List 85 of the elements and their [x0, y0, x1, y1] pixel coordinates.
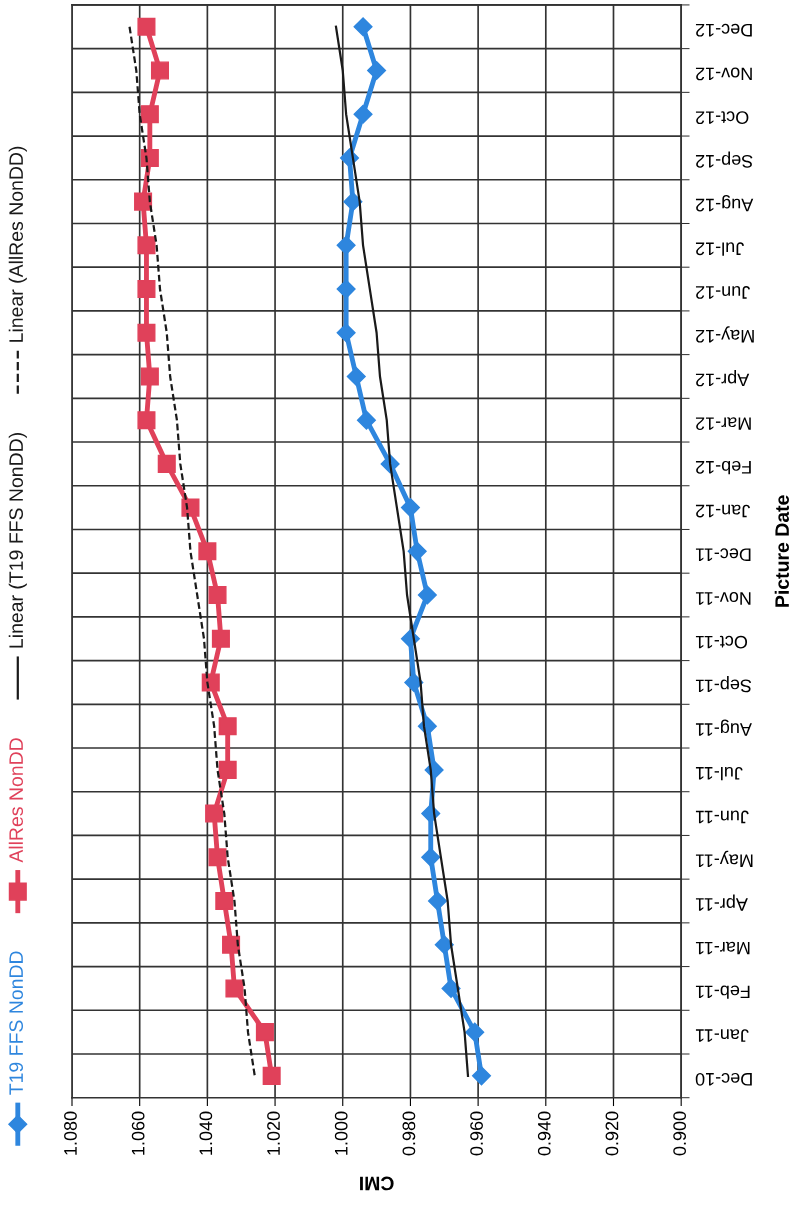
y-tick-label: Dec-10 [695, 1072, 752, 1086]
point [471, 1066, 492, 1086]
point [225, 979, 244, 998]
y-tick-label: Nov-12 [695, 67, 752, 81]
y-tick-label: Jan-11 [695, 1029, 749, 1042]
x-tick-label: 0.940 [537, 1111, 551, 1156]
point [465, 1022, 485, 1042]
point [137, 17, 156, 36]
point [434, 935, 454, 955]
point [336, 323, 356, 343]
y-tick-label: Jul-11 [695, 766, 743, 781]
point [356, 410, 376, 430]
point [140, 367, 159, 386]
point [353, 104, 373, 124]
y-tick-label: Apr-11 [695, 894, 748, 911]
y-tick-label: Apr-12 [695, 369, 750, 387]
point [137, 280, 156, 299]
y-tick-label: May-11 [695, 850, 753, 867]
point [137, 411, 156, 430]
x-tick-label: 1.080 [64, 1111, 77, 1155]
point [255, 1023, 274, 1042]
y-tick-label: Jun-12 [695, 286, 750, 299]
point [137, 236, 156, 255]
point [208, 586, 227, 605]
text: AllRes NonDD [8, 738, 24, 863]
text: Linear (T19 FFS NonDD) [8, 433, 27, 648]
point [218, 717, 237, 736]
y-tick-label: Oct-11 [695, 635, 748, 649]
point [181, 498, 200, 517]
y-tick-label: Feb-12 [695, 460, 751, 475]
point [134, 192, 153, 211]
y-tick-label: Aug-12 [695, 195, 754, 212]
point [157, 454, 176, 473]
y-tick-label: Jun-11 [695, 810, 749, 824]
point [404, 672, 424, 692]
x-tick-label: 1.040 [199, 1111, 213, 1155]
y-tick-label: Dec-12 [695, 23, 752, 37]
point [336, 235, 356, 255]
point [353, 17, 373, 37]
point [441, 978, 461, 998]
y-tick-label: Jul-12 [695, 242, 744, 256]
point [211, 629, 230, 648]
point [150, 61, 170, 80]
point [421, 847, 441, 867]
point [367, 60, 387, 81]
y-tick-label: Aug-11 [695, 719, 752, 736]
point [201, 673, 220, 692]
x-tick-label: 0.980 [402, 1111, 416, 1156]
point [137, 323, 156, 342]
y-tick-label: Sep-11 [695, 675, 752, 693]
point [205, 804, 224, 823]
y-tick-label: Mar-12 [695, 417, 751, 430]
point [262, 1066, 281, 1085]
point [336, 279, 356, 299]
point [222, 935, 241, 954]
point [140, 148, 159, 167]
x-tick-label: 1.000 [334, 1111, 348, 1155]
point [407, 541, 427, 561]
y-tick-label: May-12 [695, 326, 754, 343]
point [346, 366, 366, 387]
y-tick-label: Sep-12 [695, 151, 753, 168]
point [417, 585, 437, 605]
x-axis-title: CMI [360, 1176, 394, 1191]
text: Linear (AllRes NonDD) [8, 146, 27, 342]
point [215, 891, 234, 911]
y-tick-label: Oct-12 [695, 111, 749, 125]
x-tick-label: 0.960 [470, 1111, 483, 1156]
y-tick-label: Feb-11 [695, 985, 750, 999]
point [400, 498, 420, 518]
point [427, 891, 448, 911]
x-tick-label: 0.920 [605, 1111, 619, 1156]
x-tick-label: 1.020 [267, 1111, 280, 1155]
y-tick-label: Nov-11 [695, 592, 751, 605]
y-tick-label: Dec-11 [695, 548, 751, 561]
point [343, 192, 363, 212]
x-tick-label: 0.900 [673, 1111, 687, 1156]
y-tick-label: Mar-11 [695, 941, 750, 955]
point [198, 542, 217, 561]
point [208, 848, 227, 867]
point [218, 760, 237, 779]
y-axis-title: Picture Date [774, 495, 789, 607]
text: T19 FFS NonDD [9, 951, 24, 1095]
point [140, 105, 159, 124]
x-tick-label: 1.060 [131, 1111, 145, 1155]
y-tick-label: Jan-12 [695, 504, 750, 518]
